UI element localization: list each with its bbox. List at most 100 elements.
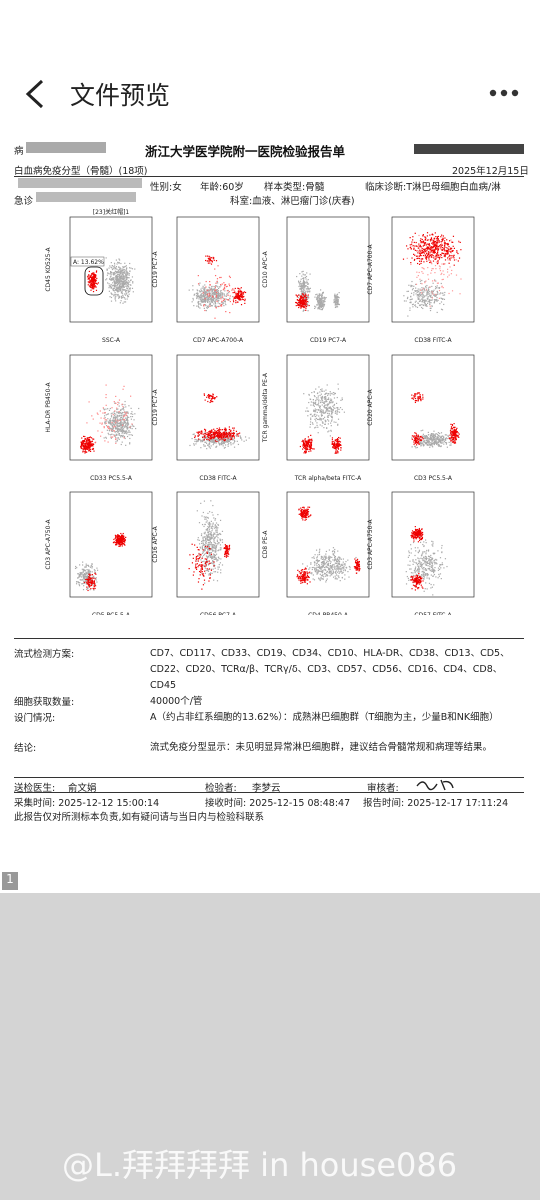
event-dot — [203, 305, 205, 307]
event-dot — [117, 428, 120, 430]
event-dot — [121, 421, 123, 423]
event-dot — [321, 305, 323, 307]
event-dot — [430, 292, 432, 294]
event-dot — [296, 295, 298, 297]
event-dot — [206, 396, 208, 398]
event-dot — [310, 444, 313, 446]
event-dot — [336, 407, 338, 409]
event-dot — [307, 301, 310, 303]
event-dot — [204, 295, 206, 297]
event-dot — [312, 399, 315, 401]
event-dot — [420, 443, 422, 445]
event-dot — [194, 438, 196, 441]
event-dot — [209, 294, 212, 296]
event-dot — [304, 305, 306, 307]
event-dot — [422, 396, 424, 398]
event-dot — [406, 290, 408, 293]
event-dot — [116, 427, 118, 429]
event-dot — [323, 390, 325, 392]
event-dot — [84, 435, 86, 438]
event-dot — [108, 426, 110, 428]
sex: 性别:女 — [150, 182, 182, 193]
event-dot — [209, 292, 211, 294]
event-dot — [216, 445, 218, 447]
event-dot — [436, 238, 438, 240]
event-dot — [307, 440, 309, 442]
event-dot — [204, 284, 206, 286]
event-dot — [121, 286, 123, 288]
event-dot — [125, 444, 127, 446]
event-dot — [309, 443, 311, 445]
event-dot — [430, 237, 433, 239]
event-dot — [223, 431, 225, 433]
event-dot — [430, 439, 432, 441]
event-dot — [207, 294, 209, 296]
event-dot — [443, 245, 446, 247]
event-dot — [127, 431, 129, 434]
event-dot — [116, 279, 119, 282]
event-dot — [243, 440, 245, 442]
event-dot — [114, 273, 116, 275]
event-dot — [220, 292, 222, 294]
event-dot — [110, 271, 113, 274]
event-dot — [207, 433, 209, 435]
event-dot — [428, 444, 430, 446]
event-dot — [301, 275, 303, 277]
event-dot — [453, 433, 455, 435]
event-dot — [92, 286, 94, 288]
event-dot — [413, 294, 415, 296]
event-dot — [117, 272, 119, 274]
event-dot — [110, 296, 113, 299]
event-dot — [425, 257, 427, 259]
back-button[interactable] — [22, 78, 48, 110]
event-dot — [327, 431, 329, 433]
event-dot — [442, 237, 444, 239]
event-dot — [241, 295, 243, 297]
event-dot — [237, 292, 239, 294]
event-dot — [220, 305, 222, 307]
event-dot — [433, 257, 435, 259]
event-dot — [329, 402, 331, 404]
event-dot — [432, 282, 434, 284]
event-dot — [299, 301, 301, 303]
event-dot — [208, 293, 210, 295]
event-dot — [320, 397, 323, 399]
event-dot — [116, 421, 118, 424]
event-dot — [239, 299, 241, 301]
event-dot — [197, 435, 199, 438]
event-dot — [124, 411, 126, 413]
event-dot — [193, 293, 196, 295]
event-dot — [299, 273, 301, 275]
event-dot — [424, 243, 426, 245]
event-dot — [423, 296, 425, 298]
event-dot — [120, 420, 122, 422]
event-dot — [124, 289, 126, 291]
event-dot — [420, 241, 422, 243]
event-dot — [433, 245, 435, 248]
event-dot — [317, 300, 319, 302]
event-dot — [206, 436, 208, 439]
event-dot — [436, 298, 438, 301]
event-dot — [305, 307, 307, 309]
event-dot — [114, 416, 116, 419]
event-dot — [118, 423, 120, 425]
event-dot — [321, 401, 323, 403]
event-dot — [117, 420, 119, 422]
event-dot — [446, 271, 449, 273]
event-dot — [217, 294, 219, 297]
event-dot — [210, 445, 212, 447]
event-dot — [222, 443, 224, 445]
event-dot — [116, 284, 119, 286]
event-dot — [318, 298, 321, 300]
event-dot — [416, 438, 418, 440]
event-dot — [310, 446, 312, 449]
event-dot — [320, 410, 323, 413]
event-dot — [435, 268, 437, 270]
event-dot — [114, 402, 116, 404]
event-dot — [321, 390, 323, 392]
event-dot — [123, 426, 125, 428]
event-dot — [319, 394, 321, 397]
event-dot — [324, 298, 326, 300]
more-button[interactable] — [488, 88, 520, 98]
event-dot — [436, 433, 439, 436]
